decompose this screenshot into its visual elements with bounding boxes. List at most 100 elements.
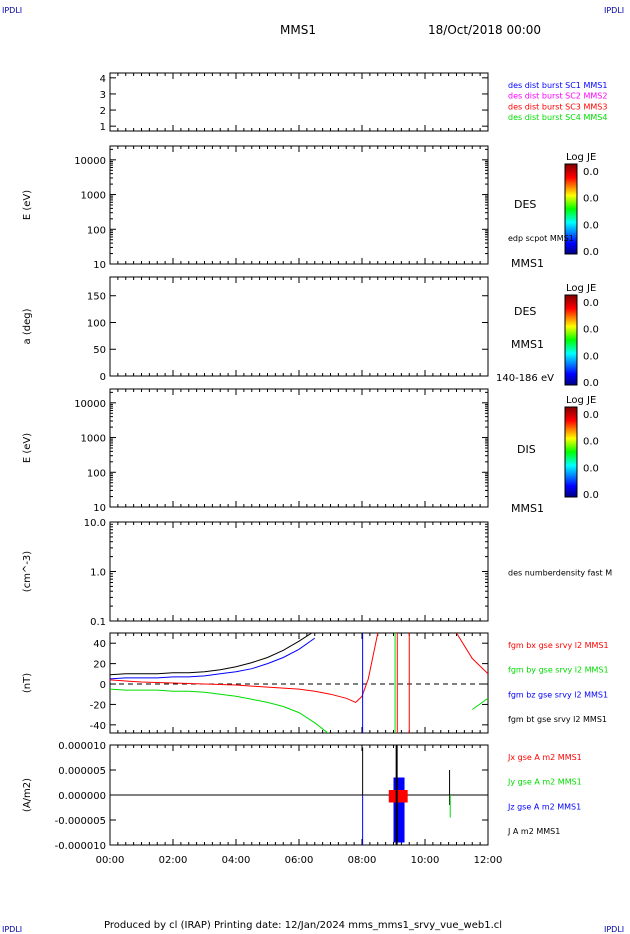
panel-side-label: edp scpot MMS1 (508, 234, 574, 243)
panel-dis-energy-spectrogram: 10 100 1000 10000 E (eV) Log JE 0.0 0.0 0.0 0.0 DI… (22, 388, 599, 515)
legend-entry: fgm by gse srvy l2 MMS1 (508, 666, 609, 675)
y-tick-label: 10000 (74, 399, 106, 410)
y-tick-label: 100 (87, 318, 106, 329)
panel-frame (109, 521, 489, 622)
header-date: 18/Oct/2018 00:00 (428, 23, 541, 37)
time-axis: 00:00 02:00 04:00 06:00 08:00 10:00 12:00 (96, 855, 503, 866)
series-line (110, 637, 316, 680)
corner-label-top-left: IPDLI (2, 6, 22, 15)
panel-density: 0.1 1.0 10.0 (cm^-3) des numberdensity fast … (22, 518, 612, 628)
legend-entry: fgm bz gse srvy l2 MMS1 (508, 690, 608, 699)
y-tick-label: 100 (87, 468, 106, 479)
panel-side-label: DES (514, 198, 536, 211)
legend-entry: fgm bt gse srvy l2 MMS1 (508, 715, 607, 724)
y-tick-label: 0.000000 (58, 791, 106, 802)
colorbar (564, 406, 578, 498)
colorbar-tick-label: 0.0 (583, 167, 599, 178)
y-axis-label: (nT) (22, 673, 33, 693)
y-tick-label: -20 (90, 700, 106, 711)
y-tick-label: 100 (87, 225, 106, 236)
corner-label-bottom-right: IPDLI (604, 925, 624, 934)
x-tick-label: 06:00 (285, 855, 314, 866)
colorbar (564, 163, 578, 255)
y-tick-label: 0 (100, 372, 106, 383)
legend-entry: des dist burst SC2 MMS2 (508, 92, 607, 101)
y-axis-label: (cm^-3) (22, 551, 33, 592)
panel-frame (109, 276, 489, 377)
y-tick-label: 1.0 (90, 568, 106, 579)
panel-des-pitch-angle: 0 50 100 150 a (deg) Log JE 0.0 0.0 0.0 0.0 DES MMS… (22, 276, 599, 389)
x-tick-label: 00:00 (96, 855, 125, 866)
y-tick-label: 0.000010 (58, 741, 106, 752)
y-tick-label: -0.000010 (55, 841, 106, 852)
y-tick-label: 10.0 (84, 518, 106, 529)
panel-frame (109, 388, 489, 508)
current-burst-jx (388, 790, 408, 803)
x-tick-label: 10:00 (411, 855, 440, 866)
y-tick-label: 0.000005 (58, 766, 106, 777)
legend-entry: fgm bx gse srvy l2 MMS1 (508, 641, 609, 650)
legend-entry: des numberdensity fast M (508, 569, 612, 578)
y-tick-label: 20 (93, 660, 106, 671)
series-line (110, 633, 313, 676)
colorbar-title: Log JE (566, 395, 596, 406)
y-tick-label: 3 (100, 90, 106, 101)
panel-magnetic-field: -40 -20 0 20 40 (nT) fgm bx gse srvy l2 MMS1 fg… (22, 632, 609, 734)
colorbar-tick-label: 0.0 (583, 351, 599, 362)
colorbar-tick-label: 0.0 (583, 194, 599, 205)
panel-side-label: DIS (517, 443, 536, 456)
legend-entry: des dist burst SC4 MMS4 (508, 113, 607, 122)
y-tick-label: 2 (100, 106, 106, 117)
colorbar-title: Log JE (566, 152, 596, 163)
panel-side-label: DES (514, 305, 536, 318)
y-tick-label: -40 (90, 721, 106, 732)
colorbar-tick-label: 0.0 (583, 463, 599, 474)
y-tick-label: 40 (93, 639, 106, 650)
panel-des-energy-spectrogram: 10 100 1000 10000 E (eV) Log JE 0.0 0.0 0.0 0.0 DE… (22, 145, 599, 271)
x-tick-label: 08:00 (348, 855, 377, 866)
corner-label-top-right: IPDLI (604, 6, 624, 15)
legend-entry: Jz gse A m2 MMS1 (507, 802, 581, 811)
corner-label-bottom-left: IPDLI (2, 925, 22, 934)
panel-frame (109, 72, 489, 132)
y-tick-label: -0.000005 (55, 816, 106, 827)
legend-entry: Jy gse A m2 MMS1 (507, 778, 582, 787)
legend-entry: J A m2 MMS1 (507, 827, 560, 836)
y-tick-label: 1 (100, 122, 106, 133)
panel-frame (109, 145, 489, 265)
x-tick-label: 04:00 (222, 855, 251, 866)
panel-side-label: MMS1 (511, 502, 544, 515)
legend-entry: des dist burst SC1 MMS1 (508, 81, 607, 90)
y-tick-label: 10000 (74, 156, 106, 167)
y-tick-label: 1000 (81, 191, 106, 202)
footer-credits: Produced by cl (IRAP) Printing date: 12/… (104, 920, 502, 931)
colorbar (564, 294, 578, 386)
y-tick-label: 10 (93, 260, 106, 271)
colorbar-title: Log JE (566, 283, 596, 294)
panel-burst-availability: 1 2 3 4 des dist burst SC1 MMS1 des dist burs… (100, 72, 607, 133)
colorbar-tick-label: 0.0 (583, 325, 599, 336)
series-line (110, 633, 488, 703)
panel-side-label: MMS1 (511, 257, 544, 270)
y-axis-label: (A/m2) (22, 778, 33, 812)
colorbar-tick-label: 0.0 (583, 490, 599, 501)
colorbar-tick-label: 0.0 (583, 437, 599, 448)
y-tick-label: 0.1 (90, 617, 106, 628)
header-spacecraft: MMS1 (280, 23, 316, 37)
colorbar-tick-label: 0.0 (583, 220, 599, 231)
legend-entry: Jx gse A m2 MMS1 (507, 753, 582, 762)
panel-side-label: 140-186 eV (496, 373, 554, 384)
colorbar-tick-label: 0.0 (583, 410, 599, 421)
y-axis-label: E (eV) (22, 190, 33, 220)
series-line (110, 688, 488, 733)
y-tick-label: 150 (87, 292, 106, 303)
current-burst-jz (393, 777, 405, 843)
y-tick-label: 50 (93, 345, 106, 356)
x-tick-label: 12:00 (474, 855, 503, 866)
y-axis-label: E (eV) (22, 433, 33, 463)
y-axis-label: a (deg) (22, 308, 33, 344)
colorbar-tick-label: 0.0 (583, 247, 599, 258)
panel-side-label: MMS1 (511, 338, 544, 351)
colorbar-tick-label: 0.0 (583, 298, 599, 309)
